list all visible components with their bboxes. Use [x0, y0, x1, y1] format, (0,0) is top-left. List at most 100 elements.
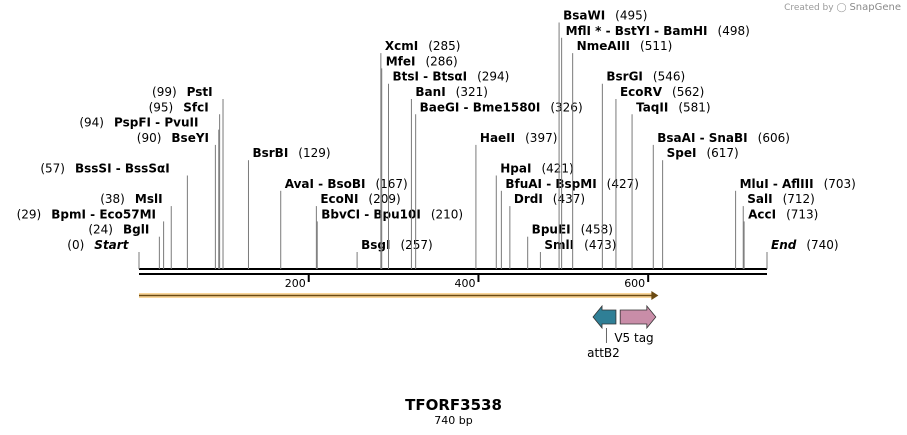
- credit-prefix: Created by: [784, 3, 834, 13]
- site-label[interactable]: (95) SfcI: [149, 100, 209, 114]
- enzyme-name: MflI *: [566, 24, 602, 38]
- site-position: (257): [400, 238, 432, 252]
- enzyme-name: NmeAIII: [577, 39, 630, 53]
- site-position: (606): [758, 131, 790, 145]
- enzyme-name: BaeGI: [420, 100, 460, 114]
- credit-brand: SnapGene: [849, 2, 901, 13]
- enzyme-name: BsrGI: [606, 70, 643, 84]
- site-label[interactable]: DrdI (437): [514, 192, 585, 206]
- site-position: (0): [67, 238, 84, 252]
- site-label[interactable]: MluI - AflIII (703): [740, 177, 856, 191]
- site-position: (740): [806, 238, 838, 252]
- enzyme-name: MfeI: [386, 54, 416, 68]
- site-position: (703): [824, 177, 856, 191]
- site-label[interactable]: SpeI (617): [667, 146, 739, 160]
- site-label[interactable]: TaqII (581): [636, 100, 711, 114]
- site-position: (286): [425, 54, 457, 68]
- site-label[interactable]: EcoNI (209): [320, 192, 400, 206]
- site-label[interactable]: MfeI (286): [386, 54, 458, 68]
- site-label[interactable]: BpuEI (458): [532, 223, 613, 237]
- enzyme-name: SpeI: [667, 146, 697, 160]
- site-position: (210): [431, 207, 463, 221]
- enzyme-name: TaqII: [636, 100, 668, 114]
- enzyme-name: EcoRV: [620, 85, 663, 99]
- site-label[interactable]: (57) BssSI - BssSαI: [40, 162, 169, 176]
- site-label[interactable]: (99) PstI: [152, 85, 213, 99]
- enzyme-name: BsaWI: [563, 9, 605, 23]
- enzyme-name: -: [542, 177, 555, 191]
- site-label[interactable]: SalI (712): [747, 192, 815, 206]
- site-label[interactable]: BbvCI - Bpu10I (210): [321, 207, 463, 221]
- site-label[interactable]: XcmI (285): [385, 39, 461, 53]
- site-label[interactable]: (29) BpmI - Eco57MI: [17, 207, 156, 221]
- enzyme-name: BspMI: [555, 177, 596, 191]
- site-label[interactable]: AvaI - BsoBI (167): [285, 177, 408, 191]
- site-label[interactable]: HaeII (397): [480, 131, 558, 145]
- enzyme-name: AccI: [748, 207, 776, 221]
- site-position: (95): [149, 100, 174, 114]
- enzyme-name: EcoNI: [320, 192, 358, 206]
- site-label[interactable]: AccI (713): [748, 207, 818, 221]
- enzyme-name: MslI: [135, 192, 163, 206]
- enzyme-name: BsrBI: [252, 146, 288, 160]
- site-position: (546): [653, 70, 685, 84]
- enzyme-name: DrdI: [514, 192, 543, 206]
- site-label[interactable]: End (740): [771, 238, 839, 252]
- enzyme-name: BfuAI: [505, 177, 542, 191]
- enzyme-name: Bme1580I: [473, 100, 541, 114]
- enzyme-name: PvuII: [164, 116, 198, 130]
- enzyme-name: -: [86, 207, 99, 221]
- site-label[interactable]: MflI * - BstYI - BamHI (498): [566, 24, 750, 38]
- enzyme-name: AvaI: [285, 177, 314, 191]
- site-position: (498): [718, 24, 750, 38]
- site-position: (209): [368, 192, 400, 206]
- enzyme-name: BsaAI: [657, 131, 695, 145]
- site-label[interactable]: EcoRV (562): [620, 85, 704, 99]
- site-label[interactable]: BsaWI (495): [563, 9, 647, 23]
- enzyme-name: BseYI: [171, 131, 209, 145]
- enzyme-name: BsgI: [361, 238, 390, 252]
- site-position: (473): [584, 238, 616, 252]
- site-position: (712): [783, 192, 815, 206]
- map-title: TFORF3538: [405, 396, 502, 414]
- site-position: (24): [88, 223, 113, 237]
- site-position: (713): [786, 207, 818, 221]
- enzyme-name: BstYI: [615, 24, 650, 38]
- enzyme-name: SalI: [747, 192, 772, 206]
- site-position: (294): [477, 70, 509, 84]
- orf-arrowhead: [651, 291, 659, 300]
- enzyme-name: Bpu10I: [373, 207, 420, 221]
- enzyme-name: BpuEI: [532, 223, 571, 237]
- site-label[interactable]: BfuAI - BspMI (427): [505, 177, 639, 191]
- site-label[interactable]: (94) PspFI - PvuII: [79, 116, 198, 130]
- site-label[interactable]: BsaAI - SnaBI (606): [657, 131, 790, 145]
- enzyme-name: AflIII: [782, 177, 814, 191]
- feature-label: attB2: [587, 346, 620, 360]
- enzyme-name: End: [771, 238, 797, 252]
- ruler-tick-label: 200: [285, 277, 306, 290]
- site-label[interactable]: (90) BseYI: [137, 131, 209, 145]
- enzyme-name: HpaI: [500, 162, 531, 176]
- site-position: (285): [428, 39, 460, 53]
- site-label[interactable]: SmlI (473): [544, 238, 616, 252]
- enzyme-name: BssSαI: [125, 162, 170, 176]
- site-position: (29): [17, 207, 42, 221]
- site-label[interactable]: (24) BglI: [88, 223, 149, 237]
- site-label[interactable]: BsrGI (546): [606, 70, 685, 84]
- site-label[interactable]: BanI (321): [415, 85, 488, 99]
- enzyme-name: -: [419, 70, 432, 84]
- site-label[interactable]: HpaI (421): [500, 162, 573, 176]
- enzyme-name: -: [769, 177, 782, 191]
- site-label[interactable]: BsrBI (129): [252, 146, 330, 160]
- enzyme-name: Eco57MI: [99, 207, 156, 221]
- enzyme-name: BssSI: [75, 162, 112, 176]
- site-label[interactable]: (0) Start: [67, 238, 129, 252]
- site-label[interactable]: NmeAIII (511): [577, 39, 673, 53]
- site-label[interactable]: BtsI - BtsαI (294): [393, 70, 510, 84]
- site-label[interactable]: BaeGI - Bme1580I (326): [420, 100, 583, 114]
- enzyme-name: BglI: [123, 223, 149, 237]
- site-label[interactable]: (38) MslI: [100, 192, 162, 206]
- ruler-tick-label: 600: [624, 277, 645, 290]
- site-label[interactable]: BsgI (257): [361, 238, 433, 252]
